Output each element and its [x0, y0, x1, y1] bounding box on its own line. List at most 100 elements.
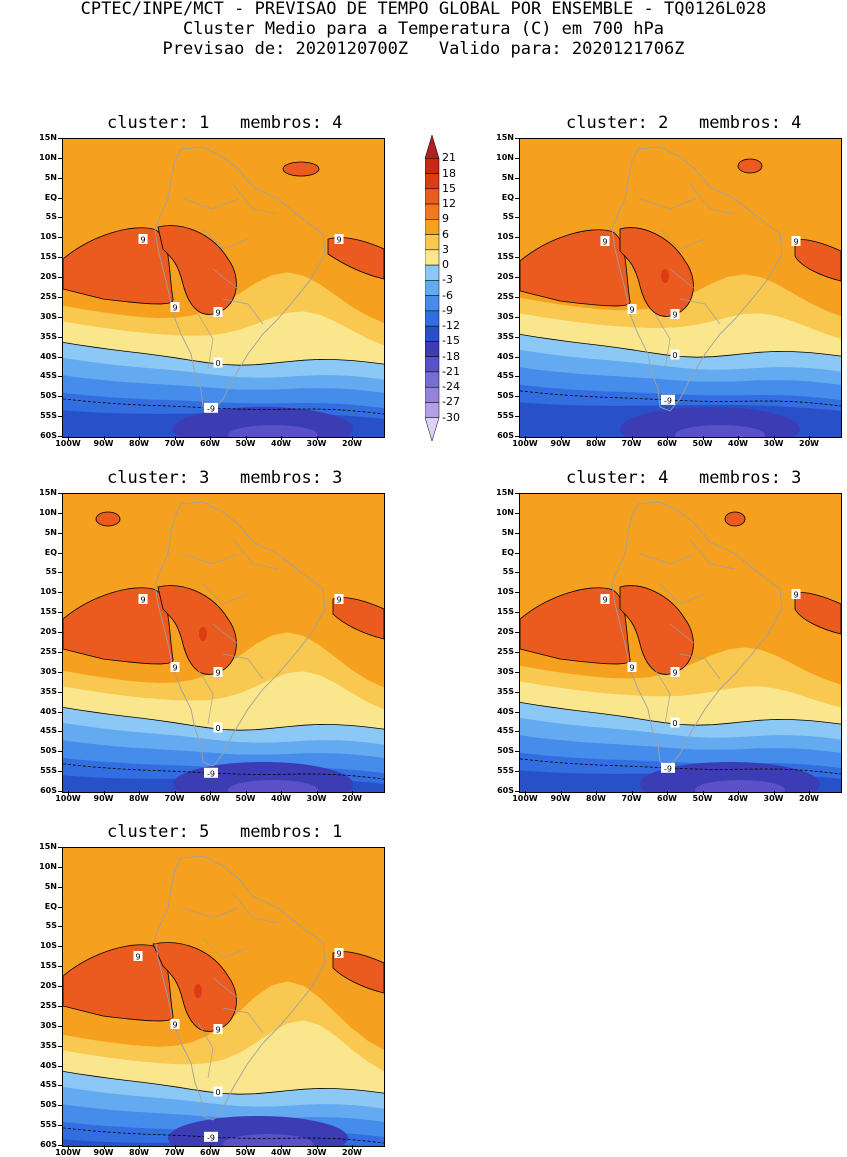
- lon-tick: [316, 791, 318, 795]
- contour-label-box: [170, 1019, 180, 1029]
- warm-region-north: [737, 158, 763, 174]
- colorbar-label: 0: [442, 258, 449, 272]
- colorbar-segment: [424, 402, 440, 418]
- colorbar-segment: [424, 158, 440, 174]
- lon-label: 40W: [728, 794, 748, 803]
- contour-label-text: 9: [135, 953, 140, 962]
- lat-tick: [58, 1005, 62, 1007]
- lon-tick: [245, 436, 247, 440]
- lat-tick: [515, 336, 519, 338]
- lon-tick: [103, 791, 105, 795]
- lat-label: 15N: [39, 133, 57, 142]
- colorbar-label: -30: [442, 410, 460, 424]
- lat-label: 5N: [44, 172, 57, 182]
- lat-tick: [58, 237, 62, 239]
- panel-1-title: cluster: 1 membros: 4: [107, 113, 343, 133]
- lat-tick: [58, 751, 62, 753]
- contour-label-box: [334, 234, 344, 244]
- colorbar: [424, 133, 485, 443]
- lat-label: 30S: [40, 666, 57, 676]
- lat-tick: [515, 177, 519, 179]
- lat-tick: [58, 1065, 62, 1067]
- lat-label: 5S: [45, 212, 57, 222]
- country-border: [197, 1022, 214, 1079]
- temperature-field: 9 9 9 0 -9 9: [63, 139, 384, 437]
- lon-tick: [174, 1145, 176, 1149]
- lon-label: 40W: [728, 439, 748, 448]
- lat-tick: [515, 691, 519, 693]
- field-purple-core: [228, 780, 318, 792]
- lat-label: 50S: [40, 746, 57, 756]
- lon-tick: [525, 791, 526, 795]
- colorbar-segment: [424, 173, 440, 190]
- lat-label: 10S: [40, 941, 57, 951]
- lat-label: 10S: [40, 587, 57, 597]
- lat-label: 10S: [40, 232, 57, 242]
- lat-label: 40S: [497, 706, 514, 716]
- panel-3-title: cluster: 3 membros: 3: [107, 468, 343, 488]
- lon-tick: [352, 1145, 353, 1149]
- lon-label: 100W: [512, 794, 538, 803]
- field-purple-core: [675, 425, 765, 437]
- lat-label: 20S: [40, 981, 57, 991]
- lon-label: 90W: [93, 794, 114, 803]
- lon-label: 50W: [692, 794, 713, 803]
- lat-label: 30S: [40, 311, 57, 321]
- colorbar-segment: [424, 249, 440, 266]
- contour-label-box: [213, 1024, 223, 1034]
- lat-label: 25S: [497, 291, 514, 301]
- lon-tick: [68, 1145, 69, 1149]
- contour-label-box: [600, 236, 610, 246]
- lat-tick: [58, 336, 62, 338]
- colorbar-segment: [424, 203, 440, 220]
- lon-label: 90W: [93, 439, 114, 448]
- colorbar-label: -27: [442, 395, 460, 409]
- lat-label: EQ: [44, 547, 57, 557]
- lon-tick: [631, 436, 633, 440]
- lon-label: 60W: [200, 1148, 220, 1157]
- country-border: [654, 668, 671, 725]
- country-border: [232, 892, 279, 924]
- lat-label: 30S: [497, 311, 514, 321]
- colorbar-segment: [424, 310, 440, 327]
- lat-label: 5S: [45, 567, 57, 577]
- contour-minus9: [520, 390, 841, 407]
- country-border: [659, 583, 706, 605]
- lat-tick: [515, 493, 519, 494]
- lat-tick: [515, 572, 519, 574]
- contour-label: 9: [334, 948, 344, 959]
- figure-title-line3: Previsao de: 2020120700Z Valido para: 20…: [162, 39, 685, 59]
- lat-label: 35S: [497, 686, 514, 696]
- contour-zero: [520, 334, 841, 358]
- warm-region-east: [794, 239, 841, 282]
- contour-label-text: 0: [672, 351, 677, 360]
- colorbar-svg: [424, 134, 440, 442]
- colorbar-bottom-triangle: [424, 417, 440, 442]
- lat-tick: [58, 296, 62, 298]
- lat-label: 15N: [39, 488, 57, 497]
- lat-tick: [515, 376, 519, 378]
- contour-label-text: 9: [629, 306, 634, 315]
- lon-label: 90W: [550, 439, 571, 448]
- lat-label: 60S: [40, 786, 57, 795]
- colorbar-label: -15: [442, 334, 460, 348]
- country-border: [659, 228, 706, 250]
- lat-label: 20S: [40, 627, 57, 637]
- lat-tick: [58, 771, 62, 773]
- contour-label-box: [170, 662, 180, 672]
- lat-tick: [58, 632, 62, 634]
- lat-tick: [515, 512, 519, 514]
- contour-label-text: -9: [207, 404, 215, 413]
- contour-label: 9: [213, 1024, 223, 1035]
- lat-label: 45S: [40, 371, 57, 381]
- lat-label: EQ: [501, 547, 514, 557]
- colorbar-label: -6: [442, 288, 453, 302]
- lon-tick: [245, 791, 247, 795]
- warm-region-east: [332, 597, 384, 640]
- warm-region-central: [152, 942, 237, 1032]
- panel-2-map: 9 9 9 0 -9 9: [519, 138, 842, 438]
- contour-minus9: [63, 763, 384, 780]
- lon-tick: [139, 791, 140, 795]
- lat-tick: [58, 1025, 62, 1027]
- lat-tick: [58, 906, 62, 908]
